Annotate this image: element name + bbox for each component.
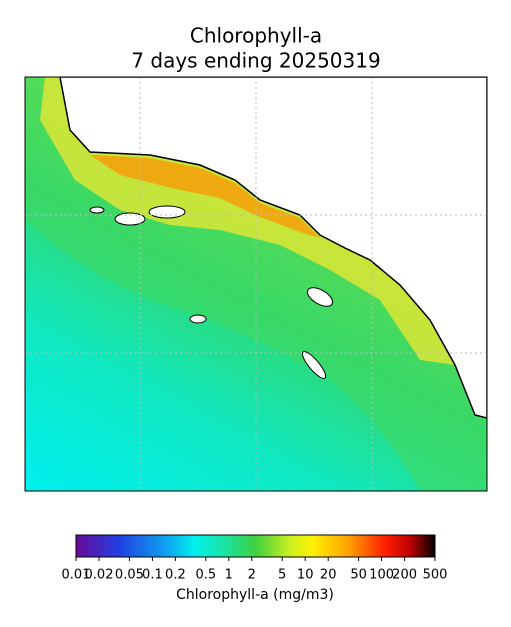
colorbar-tick-label: 50 (350, 568, 367, 583)
colorbar-tick-label: 0.2 (165, 568, 186, 583)
island (301, 351, 327, 379)
colorbar (75, 534, 436, 558)
colorbar-tick-label: 100 (369, 568, 394, 583)
chlorophyll-coastal (90, 155, 320, 238)
land (59, 77, 487, 419)
colorbar-label: Chlorophyll-a (mg/m3) (176, 587, 334, 603)
colorbar-tick-label: 5 (278, 568, 286, 583)
island (189, 314, 207, 324)
map (25, 77, 487, 491)
colorbar-tick-label: 0.01 (62, 568, 91, 583)
island (148, 205, 186, 219)
map-frame (24, 76, 488, 492)
island (89, 206, 105, 214)
colorbar-tick-label: 500 (423, 568, 448, 583)
title-line: Chlorophyll-a (190, 24, 322, 48)
colorbar-tick-label: 0.05 (115, 568, 144, 583)
colorbar-tick-label: 0.02 (85, 568, 114, 583)
chlorophyll-high (40, 77, 455, 365)
colorbar-tick-label: 0.5 (195, 568, 216, 583)
island (306, 287, 334, 307)
colorbar-tick-label: 200 (392, 568, 417, 583)
island (114, 212, 146, 226)
graticule (25, 77, 487, 491)
title-line: 7 days ending 20250319 (131, 49, 380, 73)
colorbar-tick-label: 20 (320, 568, 337, 583)
colorbar-tick-label: 10 (297, 568, 314, 583)
colorbar-tick-label: 2 (248, 568, 256, 583)
colorbar-tick-label: 0.1 (142, 568, 163, 583)
colorbar-tick-label: 1 (225, 568, 233, 583)
